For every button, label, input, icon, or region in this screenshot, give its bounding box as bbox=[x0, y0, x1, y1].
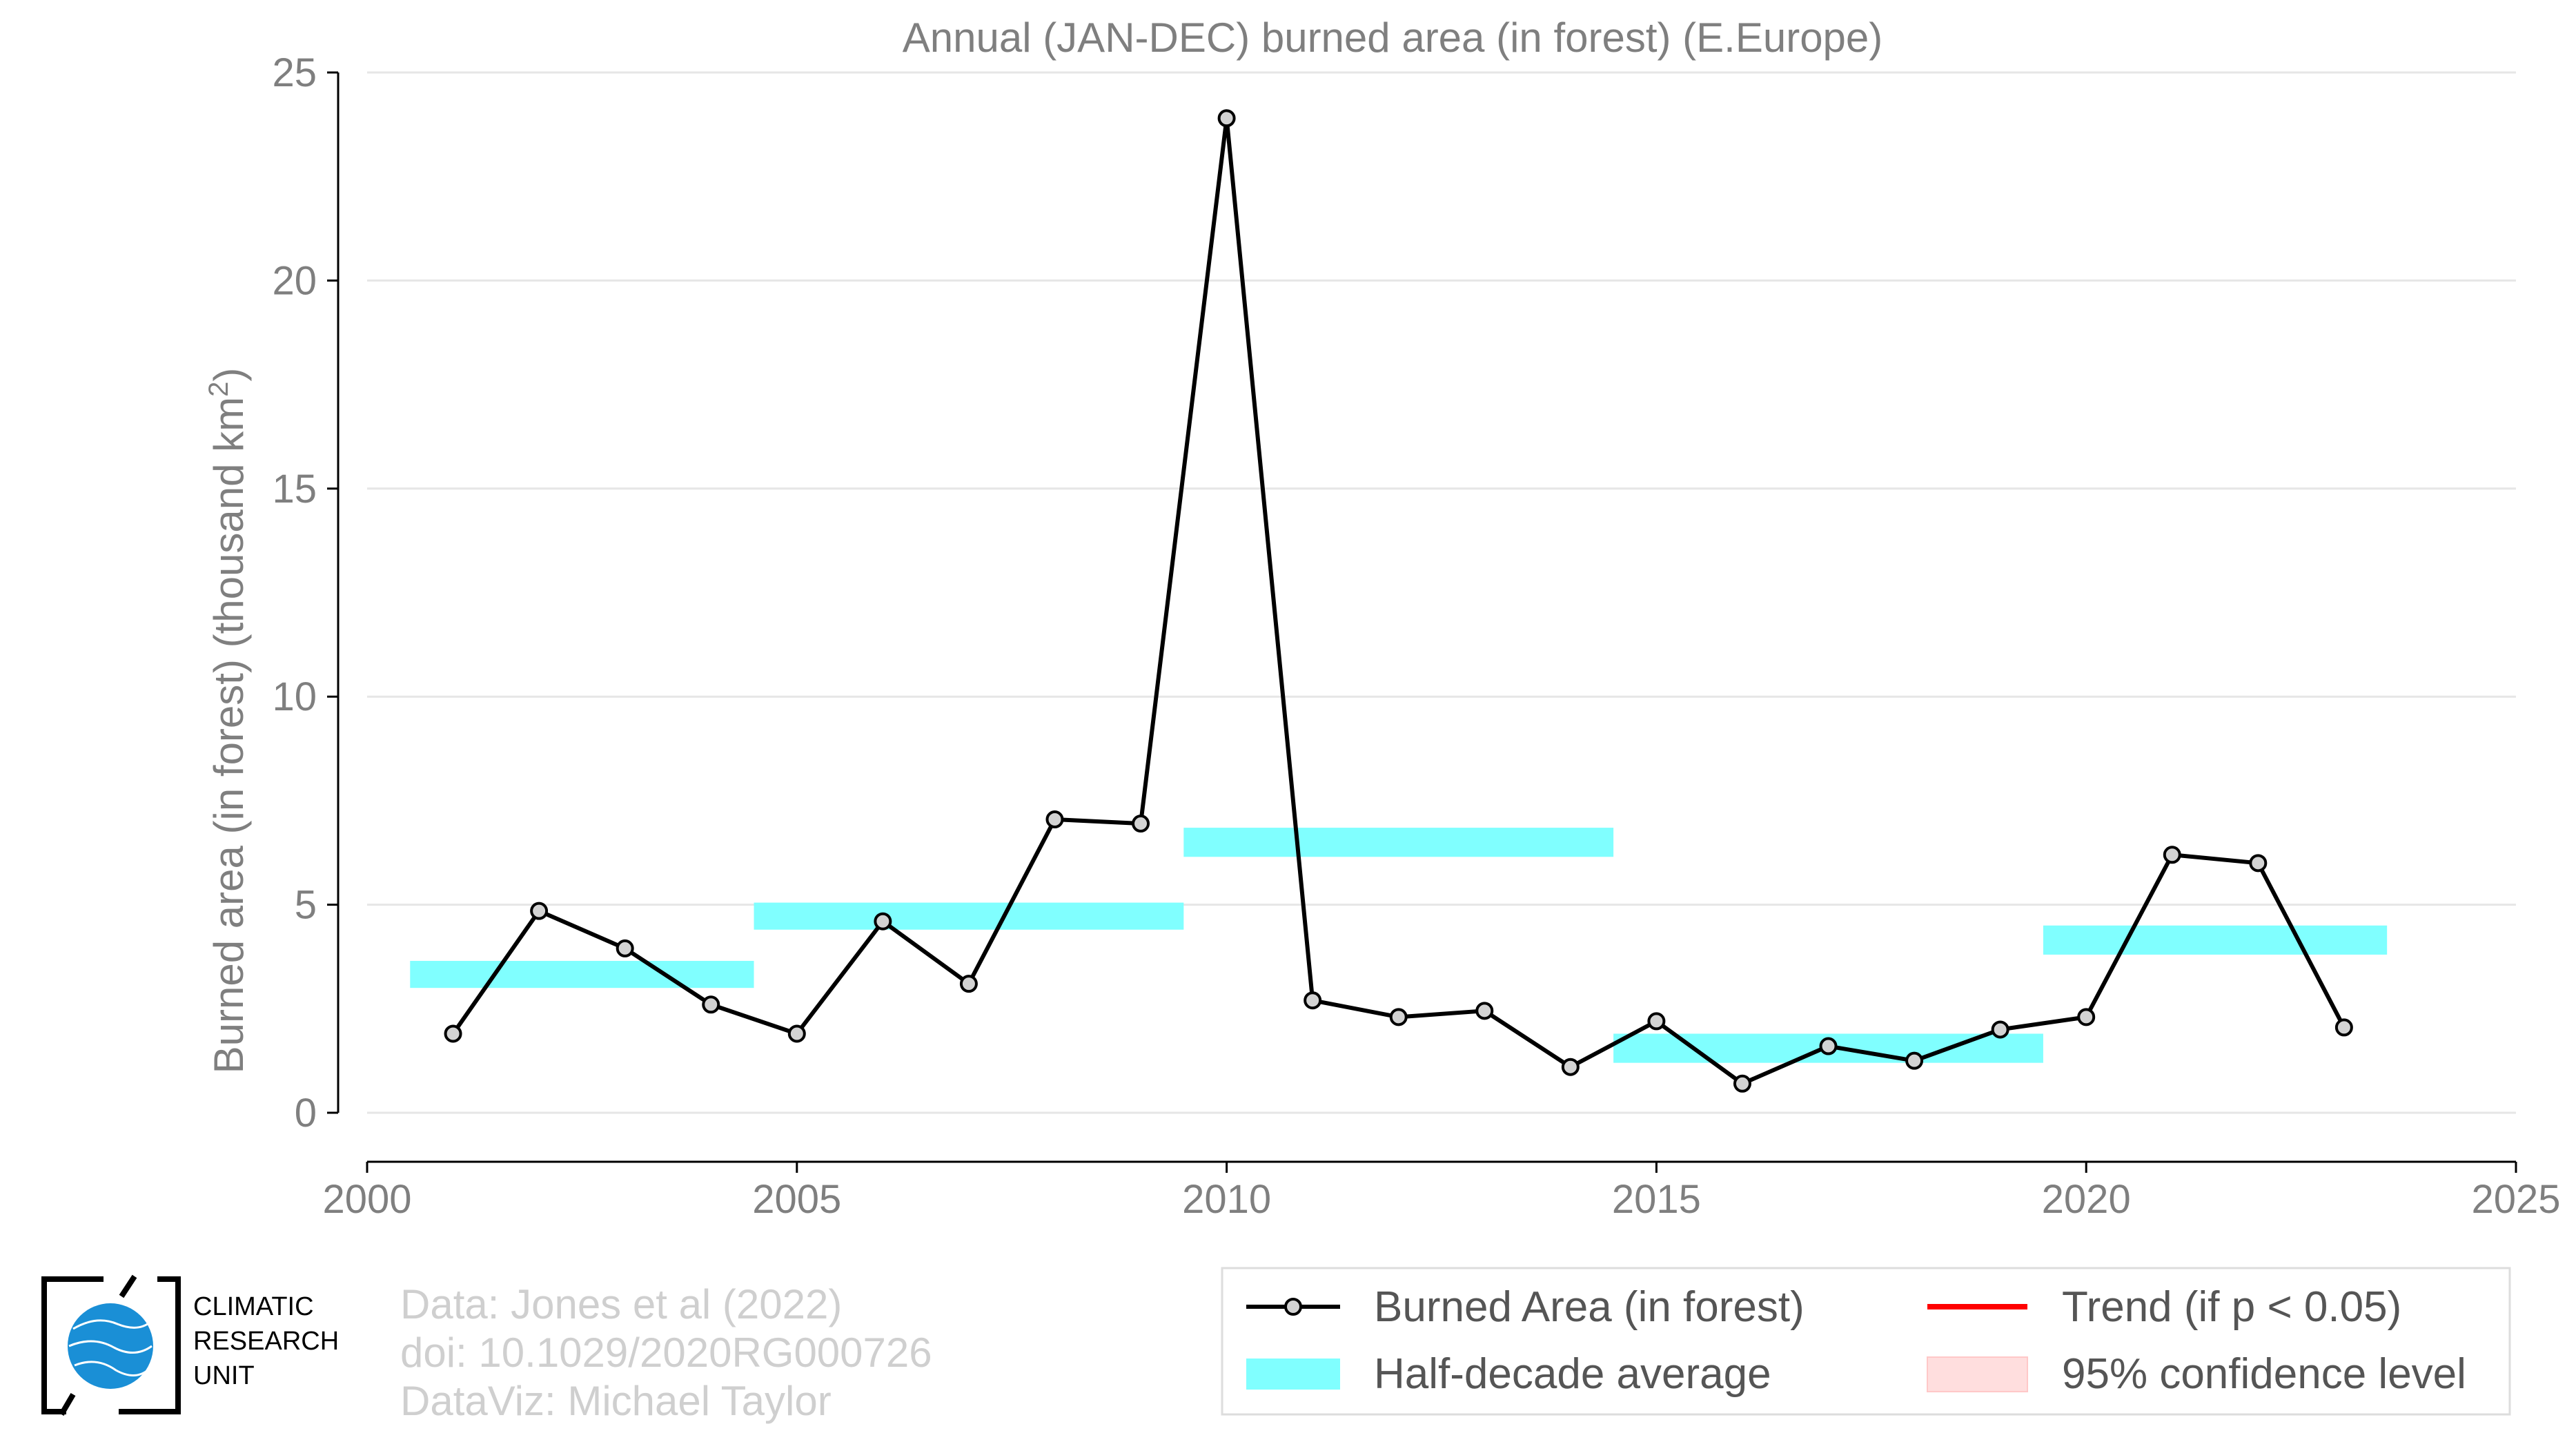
half-decade-band-5 bbox=[2043, 925, 2388, 955]
cru-logo: CLIMATIC RESEARCH UNIT bbox=[41, 1274, 339, 1416]
series-burned-area bbox=[444, 109, 2353, 1093]
x-tick-label-2000: 2000 bbox=[322, 1177, 411, 1222]
legend-label-confidence: 95% confidence level bbox=[2062, 1350, 2466, 1398]
logo-slash-top bbox=[119, 1274, 137, 1298]
burned-area-point-2018 bbox=[1905, 1051, 1924, 1070]
y-axis-title-close: ) bbox=[206, 368, 252, 382]
y-tick-label-5: 5 bbox=[295, 883, 317, 928]
y-tick-label-25: 25 bbox=[272, 50, 317, 95]
logo-bracket-left bbox=[41, 1276, 104, 1414]
y-tick-label-0: 0 bbox=[295, 1091, 317, 1136]
y-tick-label-20: 20 bbox=[272, 258, 317, 303]
legend-label-burned-area: Burned Area (in forest) bbox=[1374, 1283, 1805, 1331]
burned-area-point-2020 bbox=[2077, 1008, 2096, 1026]
half-decade-band-3 bbox=[1183, 828, 1614, 857]
half-decade-band-2 bbox=[754, 902, 1184, 930]
burned-area-point-2002 bbox=[530, 902, 549, 920]
burned-area-point-2001 bbox=[444, 1024, 462, 1043]
legend-entry-trend: Trend (if p < 0.05) bbox=[1927, 1283, 2401, 1331]
burned-area-point-2019 bbox=[1991, 1020, 2009, 1039]
globe-contour-2 bbox=[68, 1340, 153, 1354]
burned-area-point-2022 bbox=[2249, 854, 2268, 873]
x-tick-label-2015: 2015 bbox=[1612, 1177, 1701, 1222]
legend-half-decade-swatch bbox=[1246, 1359, 1340, 1390]
logo-text-unit: UNIT bbox=[193, 1361, 255, 1390]
half-decade-band-1 bbox=[410, 960, 754, 989]
legend-label-half-decade: Half-decade average bbox=[1374, 1350, 1771, 1398]
burned-area-point-2005 bbox=[787, 1024, 806, 1043]
burned-area-point-2016 bbox=[1733, 1074, 1751, 1093]
burned-area-point-2014 bbox=[1561, 1058, 1580, 1076]
legend-entry-burned-area: Burned Area (in forest) bbox=[1246, 1283, 1805, 1331]
globe-contour-1 bbox=[72, 1319, 151, 1330]
credit-dataviz: DataViz: Michael Taylor bbox=[400, 1378, 832, 1424]
axes bbox=[337, 72, 2516, 1163]
burned-area-point-2010 bbox=[1217, 109, 1236, 128]
burned-area-point-2013 bbox=[1475, 1002, 1494, 1020]
burned-area-point-2007 bbox=[959, 975, 978, 993]
legend-label-trend: Trend (if p < 0.05) bbox=[2062, 1283, 2401, 1331]
credit-doi: doi: 10.1029/2020RG000726 bbox=[400, 1330, 932, 1376]
chart-title: Annual (JAN-DEC) burned area (in forest)… bbox=[903, 14, 1883, 61]
globe-contour-3 bbox=[74, 1361, 148, 1376]
legend: Burned Area (in forest) Trend (if p < 0.… bbox=[1221, 1267, 2511, 1416]
burned-area-point-2004 bbox=[702, 995, 720, 1014]
credit-data-source: Data: Jones et al (2022) bbox=[400, 1281, 842, 1327]
logo-text-climatic: CLIMATIC bbox=[193, 1292, 314, 1321]
burned-area-point-2012 bbox=[1389, 1008, 1408, 1026]
half-decade-bands bbox=[410, 828, 2388, 1063]
y-axis-title-main: Burned area (in forest) (thousand km bbox=[206, 397, 252, 1073]
credits: Data: Jones et al (2022) doi: 10.1029/20… bbox=[400, 1281, 932, 1424]
logo-text-research: RESEARCH bbox=[193, 1327, 339, 1356]
legend-burned-area-marker bbox=[1284, 1298, 1302, 1316]
gridlines bbox=[367, 71, 2516, 1114]
y-axis-title-superscript: 2 bbox=[204, 382, 234, 397]
legend-confidence-swatch bbox=[1927, 1356, 2028, 1392]
burned-area-point-2011 bbox=[1304, 991, 1322, 1010]
burned-area-point-2021 bbox=[2163, 846, 2181, 864]
burned-area-point-2015 bbox=[1647, 1012, 1666, 1031]
legend-entry-half-decade: Half-decade average bbox=[1246, 1350, 1771, 1398]
burned-area-point-2009 bbox=[1132, 815, 1150, 833]
burned-area-point-2023 bbox=[2334, 1018, 2353, 1037]
legend-box bbox=[1221, 1267, 2511, 1416]
y-axis-title: Burned area (in forest) (thousand km2) bbox=[204, 368, 252, 1074]
burned-area-point-2003 bbox=[616, 939, 634, 957]
legend-entry-confidence: 95% confidence level bbox=[1927, 1350, 2466, 1398]
logo-bracket-right bbox=[119, 1276, 181, 1414]
x-tick-label-2025: 2025 bbox=[2471, 1177, 2560, 1222]
x-tick-label-2005: 2005 bbox=[752, 1177, 841, 1222]
burned-area-point-2008 bbox=[1045, 810, 1064, 829]
burned-area-point-2017 bbox=[1819, 1037, 1838, 1055]
x-tick-label-2010: 2010 bbox=[1182, 1177, 1271, 1222]
logo-slash-bottom bbox=[59, 1392, 76, 1416]
x-tick-label-2020: 2020 bbox=[2042, 1177, 2131, 1222]
y-tick-label-15: 15 bbox=[272, 467, 317, 512]
y-tick-label-10: 10 bbox=[272, 674, 317, 719]
burned-area-point-2006 bbox=[874, 912, 892, 931]
